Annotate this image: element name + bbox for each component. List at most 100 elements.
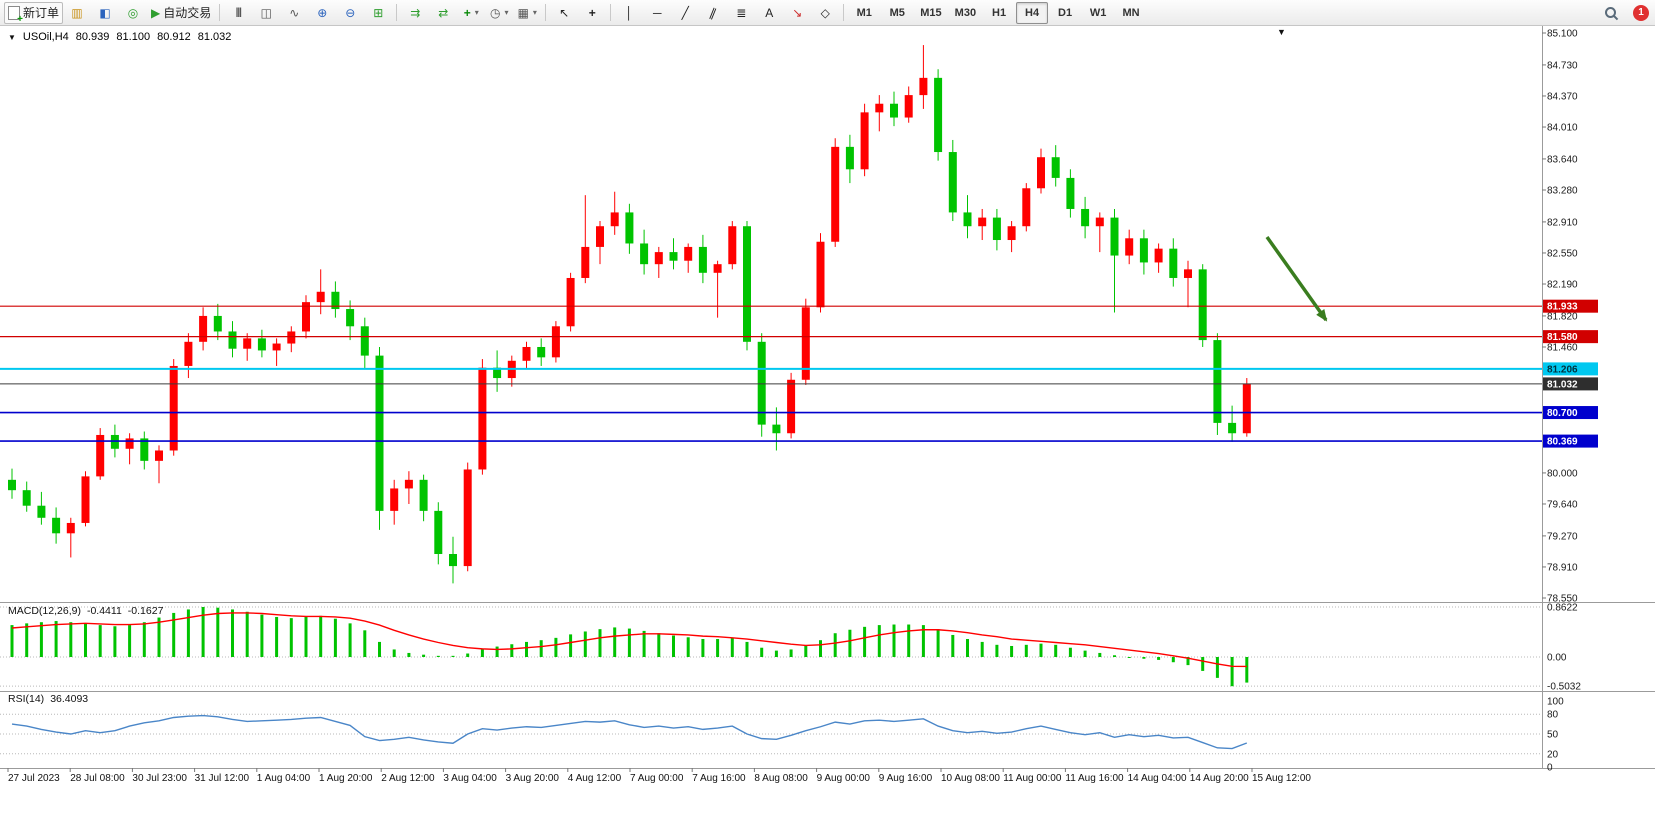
timeframe-w1-button[interactable]: W1 (1089, 6, 1107, 19)
macd-histogram-bar (1039, 643, 1043, 657)
time-label: 3 Aug 04:00 (443, 773, 497, 784)
macd-histogram-bar (833, 633, 837, 657)
timeframe-d1-button[interactable]: D1 (1058, 6, 1073, 19)
search-icon (1605, 6, 1617, 19)
trendline-button[interactable]: ╱ (671, 2, 699, 24)
timeframe-m15-button[interactable]: M15 (920, 6, 942, 19)
macd-histogram-bar (819, 640, 822, 657)
timeframe-mn-button[interactable]: MN (1122, 6, 1140, 19)
macd-histogram-bar (598, 629, 602, 657)
chart-shift-icon: ⇄ (438, 5, 449, 20)
macd-histogram-bar (142, 622, 146, 657)
price-tick-label: 82.190 (1547, 280, 1578, 291)
charts-button[interactable]: ▥ (63, 2, 91, 24)
timeframe-m5-button[interactable]: M5 (889, 6, 905, 19)
candle-body (1213, 340, 1222, 423)
chart-shift-button[interactable]: ⇄ (429, 2, 457, 24)
text-button[interactable]: A (755, 2, 783, 24)
time-label: 7 Aug 00:00 (630, 773, 684, 784)
macd-histogram-bar (98, 625, 102, 657)
macd-histogram-bar (583, 631, 587, 657)
candle-body (37, 505, 46, 518)
fibonacci-button[interactable]: ≣ (727, 2, 755, 24)
zoom-out-button[interactable]: ⊖ (336, 2, 364, 24)
shapes-button[interactable]: ◇ (811, 2, 839, 24)
auto-trading-button[interactable]: ▶ 自动交易 (147, 2, 215, 24)
candle-body (787, 379, 796, 434)
vertical-line-button[interactable]: │ (615, 2, 643, 24)
macd-histogram-bar (657, 633, 661, 657)
time-label: 11 Aug 16:00 (1065, 773, 1124, 784)
candle-body (360, 326, 369, 356)
candlestick-button[interactable]: ◫ (252, 2, 280, 24)
candle (507, 355, 516, 387)
price-tick-label: 84.010 (1547, 123, 1578, 134)
macd-histogram-bar (128, 625, 132, 657)
macd-histogram-bar (863, 626, 867, 657)
timeframe-m30-button[interactable]: M30 (954, 6, 977, 19)
search-button[interactable] (1597, 2, 1625, 24)
navigator-button[interactable]: ◎ (119, 2, 147, 24)
candle (948, 139, 957, 222)
price-tick-label: 78.550 (1547, 594, 1578, 605)
cursor-button[interactable]: ↖ (550, 2, 578, 24)
bar-chart-button[interactable]: ||| (224, 2, 252, 24)
periods-button[interactable]: ◷ ▾ (485, 2, 513, 24)
arrow-tool-button[interactable]: ↘ (783, 2, 811, 24)
zoom-in-button[interactable]: ⊕ (308, 2, 336, 24)
macd-histogram-bar (1113, 655, 1116, 657)
price-tag-label: 80.369 (1547, 437, 1578, 448)
auto-scroll-button[interactable]: ⇉ (401, 2, 429, 24)
notification-badge[interactable]: 1 (1633, 4, 1649, 21)
templates-button[interactable]: ▦ ▾ (513, 2, 541, 24)
time-axis[interactable]: 27 Jul 2023 28 Jul 08:00 30 Jul 23:00 31 Ju… (0, 769, 1655, 789)
text-icon: A (765, 5, 774, 20)
timeframe-h1-button[interactable]: H1 (992, 6, 1007, 19)
candle (992, 208, 1001, 251)
crosshair-button[interactable]: + (578, 2, 606, 24)
auto-scroll-icon: ⇉ (410, 5, 421, 20)
toolbar-separator (545, 4, 547, 21)
timeframe-h4-button[interactable]: H4 (1016, 1, 1049, 24)
line-chart-button[interactable]: ∿ (280, 2, 308, 24)
candle (640, 229, 649, 275)
time-label: 9 Aug 16:00 (878, 773, 933, 784)
candle-body (566, 277, 575, 327)
candle-body (272, 343, 281, 351)
crosshair-icon: + (588, 5, 596, 20)
macd-histogram-bar (760, 647, 764, 657)
market-watch-icon: ◧ (99, 5, 111, 20)
candle (478, 359, 487, 475)
zoom-out-icon: ⊖ (345, 5, 356, 20)
trend-arrow-annotation[interactable] (1265, 235, 1328, 322)
horizontal-line-button[interactable]: ─ (643, 2, 671, 24)
indicators-button[interactable]: + ▾ (457, 2, 485, 24)
timeframe-m1-button[interactable]: M1 (856, 6, 872, 19)
candle-body (390, 488, 399, 511)
macd-histogram-bar (422, 654, 426, 657)
price-tick-label: 84.370 (1547, 91, 1578, 102)
tile-windows-button[interactable]: ⊞ (364, 2, 392, 24)
candle (1095, 212, 1104, 253)
chart-shift-marker[interactable]: ▼ (1277, 27, 1286, 37)
macd-histogram-bar (495, 646, 499, 657)
price-tag (1543, 406, 1598, 420)
candle (1154, 243, 1163, 273)
new-order-button[interactable]: 新订单 (4, 1, 64, 25)
candle-body (522, 346, 531, 361)
macd-histogram-bar (672, 635, 675, 657)
vertical-line-icon: │ (625, 5, 634, 20)
candle-body (640, 243, 649, 265)
channel-button[interactable]: ∥ (699, 2, 727, 24)
price-tag-label: 81.032 (1547, 379, 1578, 390)
price-tag (1543, 362, 1598, 376)
symbol-dropdown-icon[interactable]: ▼ (8, 32, 16, 42)
market-watch-button[interactable]: ◧ (91, 2, 119, 24)
new-order-label: 新订单 (23, 6, 60, 20)
quote-symbol: USOil,H4 (22, 31, 69, 43)
macd-histogram-bar (701, 639, 705, 657)
candle (1198, 264, 1207, 347)
candle (140, 431, 149, 470)
candle-body (625, 212, 634, 244)
